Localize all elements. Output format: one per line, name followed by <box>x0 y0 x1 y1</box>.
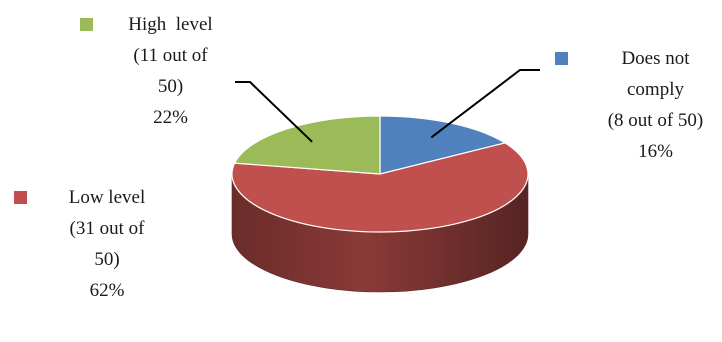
pie-slice-2 <box>234 115 381 175</box>
label-first-row: Low level <box>14 182 179 213</box>
label-line: Low level <box>68 187 146 208</box>
label-value: 22% <box>153 107 188 128</box>
label-line: (8 out of 50) <box>607 110 704 131</box>
legend-swatch-red <box>14 191 27 204</box>
label-line: 50) <box>94 249 120 270</box>
label-value: 62% <box>89 280 125 301</box>
label-line: (31 out of <box>69 218 145 239</box>
legend-swatch-green <box>80 18 93 31</box>
leader-line-2 <box>235 81 313 143</box>
legend-swatch-blue <box>555 52 568 65</box>
label-low-level: Low level (31 out of 50) 62% <box>14 182 179 306</box>
label-line: 50) <box>157 76 184 97</box>
label-value: 16% <box>638 141 673 162</box>
pie-slice-1 <box>231 142 529 233</box>
label-first-row: High level <box>80 9 240 40</box>
label-line: High level <box>128 14 213 35</box>
label-does-not-comply: Does not comply (8 out of 50) 16% <box>555 43 722 167</box>
label-high-level: High level (11 out of 50) 22% <box>80 9 240 133</box>
label-line: (11 out of <box>133 45 208 66</box>
label-first-row: Does not <box>555 43 722 74</box>
label-line: comply <box>627 79 684 100</box>
leader-line-0 <box>430 69 540 139</box>
label-line: Does not <box>621 48 690 69</box>
